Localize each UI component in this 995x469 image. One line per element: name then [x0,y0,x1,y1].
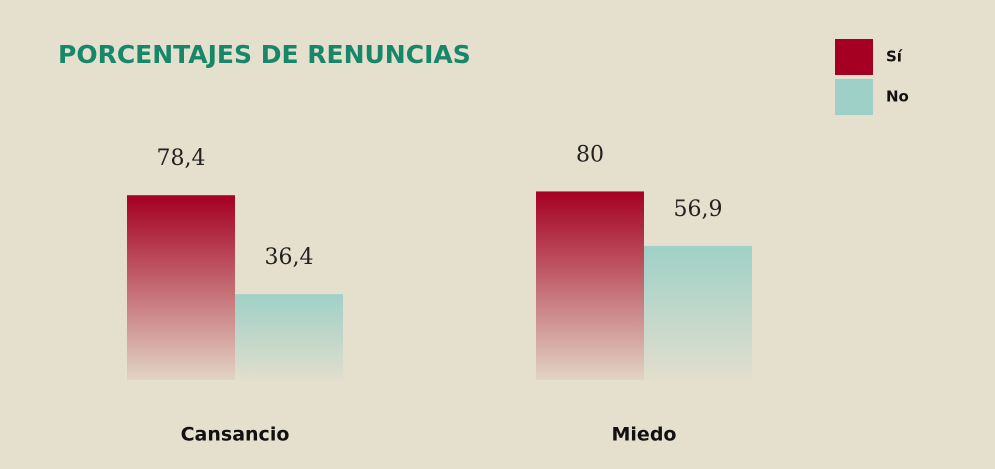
legend-swatch [835,39,873,75]
legend-label: Sí [886,48,903,66]
bar [235,294,343,380]
value-label: 36,4 [265,245,314,270]
bar [536,191,644,380]
legend-label: No [886,88,909,106]
bar [644,246,752,380]
value-label: 56,9 [674,197,723,222]
bar [127,195,235,380]
x-tick-label: Miedo [612,424,677,446]
chart-title: PORCENTAJES DE RENUNCIAS [58,40,471,69]
x-tick-label: Cansancio [181,424,290,446]
chart: PORCENTAJES DE RENUNCIAS Sí No Cansancio 78… [0,0,995,469]
value-label: 80 [576,142,604,167]
legend-swatch [835,79,873,115]
value-label: 78,4 [157,146,206,171]
